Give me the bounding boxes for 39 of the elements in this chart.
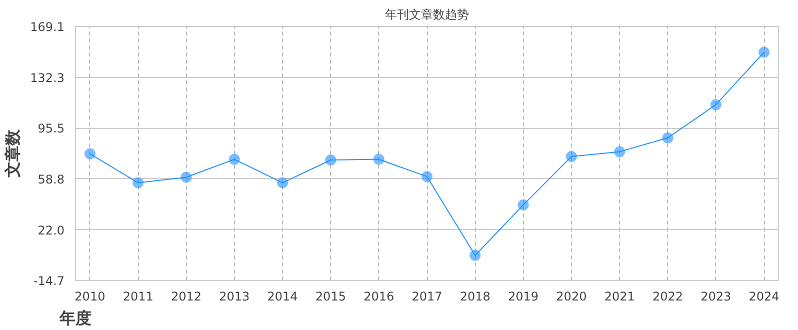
y-axis-title: 文章数 <box>3 128 22 178</box>
point <box>277 177 288 188</box>
x-tick-label: 2021 <box>604 290 635 304</box>
point <box>614 146 626 158</box>
point <box>422 171 432 182</box>
point <box>180 172 192 183</box>
point <box>710 99 722 110</box>
x-tick-label: 2024 <box>748 290 780 304</box>
x-tick-label: 2015 <box>315 290 346 304</box>
y-tick-label: 22.0 <box>38 223 64 238</box>
point <box>228 154 240 165</box>
x-tick-label: 2019 <box>508 290 539 304</box>
point <box>373 154 384 165</box>
chart-title: 年刊文章数趋势 <box>385 8 469 22</box>
x-tick-label: 2013 <box>219 290 250 304</box>
point <box>132 177 144 188</box>
x-tick-label: 2014 <box>267 290 298 304</box>
x-tick-label: 2022 <box>652 290 684 304</box>
x-tick-label: 2018 <box>460 290 490 304</box>
point <box>470 250 481 261</box>
point <box>566 151 577 162</box>
x-tick-label: 2020 <box>556 290 587 304</box>
x-axis-title: 年度 <box>58 308 92 328</box>
x-tick-label: 2017 <box>412 290 442 304</box>
y-tick-label: 95.5 <box>38 122 64 136</box>
y-tick-label: -14.7 <box>33 274 65 288</box>
y-tick-label: 58.8 <box>38 172 64 186</box>
x-tick-label: 2023 <box>700 290 732 304</box>
point <box>758 46 770 58</box>
y-tick-label: 132.3 <box>30 70 65 85</box>
x-tick-label: 2010 <box>74 290 106 304</box>
x-tick-label: 2012 <box>170 290 202 304</box>
point <box>325 154 336 166</box>
y-tick-label: 169.1 <box>30 20 65 34</box>
x-tick-label: 2016 <box>364 290 394 304</box>
point <box>662 132 674 144</box>
point <box>518 199 529 210</box>
x-tick-label: 2011 <box>122 290 154 304</box>
point <box>84 148 96 160</box>
